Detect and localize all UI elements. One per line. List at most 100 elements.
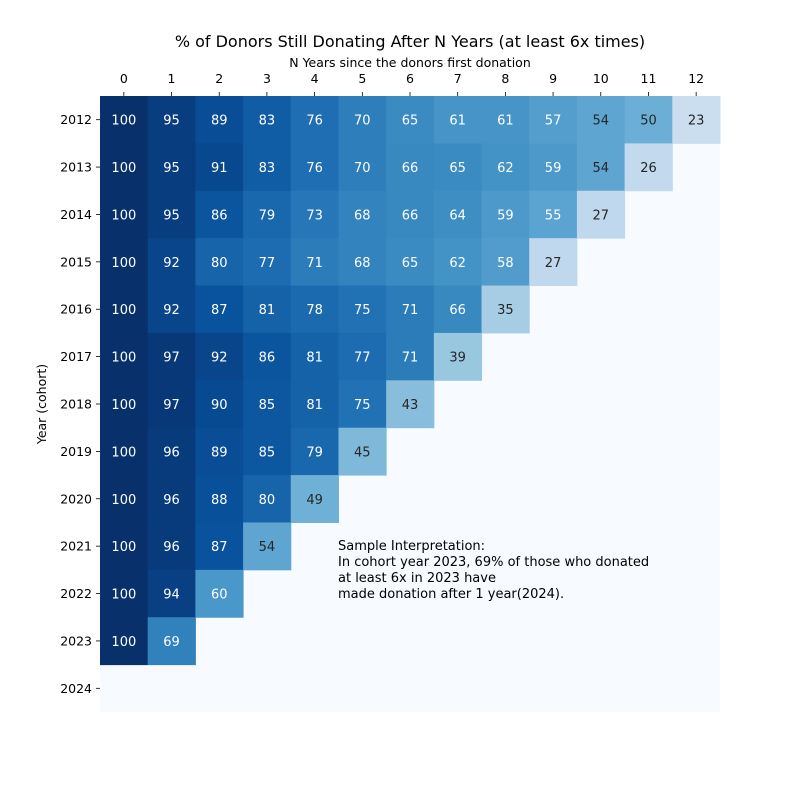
heatmap-cell xyxy=(290,285,339,334)
heatmap-cell xyxy=(100,522,149,571)
heatmap-cell xyxy=(147,380,196,429)
interpretation-line: Sample Interpretation: xyxy=(338,539,485,554)
heatmap-cell xyxy=(290,238,339,287)
heatmap-cell xyxy=(576,143,626,192)
heatmap-cell xyxy=(100,569,149,618)
heatmap-cell xyxy=(100,475,149,523)
cell-value-label: 27 xyxy=(545,256,562,271)
heatmap-cell xyxy=(195,190,244,239)
heatmap-cell xyxy=(195,285,244,334)
cell-value-label: 70 xyxy=(354,114,371,129)
x-tick-label: 0 xyxy=(120,71,128,86)
cell-value-label: 79 xyxy=(259,208,276,223)
x-tick-label: 5 xyxy=(358,71,366,86)
x-tick-label: 11 xyxy=(641,71,657,86)
cell-value-label: 92 xyxy=(163,303,180,318)
y-axis-ticks: 2012 2013 2014 2015 2016 2017 2018 2019 2020 2021… xyxy=(60,112,100,696)
heatmap-cell xyxy=(195,238,244,287)
cell-value-label: 78 xyxy=(306,303,323,318)
heatmap-cell xyxy=(147,522,196,571)
heatmap-cell xyxy=(481,96,530,144)
heatmap-cell xyxy=(529,143,578,192)
cell-value-label: 100 xyxy=(111,398,136,413)
heatmap-cell xyxy=(147,569,196,618)
y-tick-label: 2017 xyxy=(60,349,92,364)
heatmap-cell xyxy=(386,238,435,287)
cell-value-label: 96 xyxy=(163,445,180,460)
cell-value-label: 100 xyxy=(111,635,136,650)
heatmap-cell xyxy=(147,190,196,239)
heatmap-cell xyxy=(481,143,530,192)
heatmap-cell xyxy=(100,285,149,334)
cell-value-label: 97 xyxy=(163,351,180,366)
heatmap-cell xyxy=(481,238,530,287)
heatmap-cell xyxy=(433,143,483,192)
heatmap-cell xyxy=(624,96,673,144)
heatmap-cell xyxy=(147,475,196,523)
heatmap-cell xyxy=(386,143,435,192)
heatmap-cell xyxy=(338,190,387,239)
heatmap-cell xyxy=(195,569,244,618)
heatmap-cell xyxy=(386,190,435,239)
heatmap-cell xyxy=(147,427,196,476)
heatmap-cell xyxy=(338,332,387,381)
interpretation-line: at least 6x in 2023 have xyxy=(338,571,496,586)
heatmap-cell xyxy=(433,332,483,381)
heatmap-cell xyxy=(100,427,149,476)
cell-value-label: 60 xyxy=(211,588,228,603)
heatmap-cell xyxy=(147,285,196,334)
cell-value-label: 91 xyxy=(211,161,228,176)
heatmap-cell xyxy=(290,190,339,239)
y-tick-label: 2015 xyxy=(60,254,92,269)
cell-value-label: 73 xyxy=(306,208,323,223)
heatmap-cell xyxy=(386,380,435,429)
heatmap-cell xyxy=(195,96,244,144)
cell-value-label: 100 xyxy=(111,303,136,318)
heatmap-cell xyxy=(624,143,673,192)
cell-value-label: 65 xyxy=(402,256,419,271)
cell-value-label: 66 xyxy=(402,161,419,176)
cell-value-label: 100 xyxy=(111,114,136,129)
x-tick-label: 4 xyxy=(311,71,319,86)
x-axis-ticks: 0 1 2 3 4 5 6 7 8 9 10 11 12 xyxy=(120,71,704,96)
x-tick-label: 9 xyxy=(549,71,557,86)
cell-value-label: 45 xyxy=(354,445,371,460)
heatmap-cell xyxy=(195,475,244,523)
cell-value-label: 83 xyxy=(259,114,276,129)
heatmap-cell xyxy=(195,380,244,429)
cell-value-label: 54 xyxy=(592,161,609,176)
chart-title: % of Donors Still Donating After N Years… xyxy=(175,32,645,51)
cell-value-label: 83 xyxy=(259,161,276,176)
cell-value-label: 85 xyxy=(259,398,276,413)
heatmap-cell xyxy=(147,238,196,287)
y-tick-label: 2021 xyxy=(60,539,92,554)
x-tick-label: 8 xyxy=(501,71,509,86)
y-axis-label: Year (cohort) xyxy=(34,364,49,445)
y-tick-label: 2024 xyxy=(60,681,92,696)
heatmap-cell xyxy=(338,96,387,144)
heatmap-cell xyxy=(576,190,626,239)
heatmap-cell xyxy=(338,143,387,192)
cell-value-label: 55 xyxy=(545,208,562,223)
x-tick-label: 3 xyxy=(263,71,271,86)
cell-value-label: 81 xyxy=(306,398,323,413)
heatmap-cell xyxy=(338,427,387,476)
cell-value-label: 97 xyxy=(163,398,180,413)
heatmap-cell xyxy=(243,427,292,476)
cell-value-label: 70 xyxy=(354,161,371,176)
cell-value-label: 77 xyxy=(354,351,371,366)
x-tick-label: 12 xyxy=(688,71,704,86)
heatmap-cell xyxy=(243,380,292,429)
cell-value-label: 87 xyxy=(211,303,228,318)
x-tick-label: 1 xyxy=(168,71,176,86)
heatmap-cell xyxy=(672,96,721,144)
interpretation-note: Sample Interpretation: In cohort year 20… xyxy=(338,539,653,602)
heatmap-cell xyxy=(529,238,578,287)
heatmap-cell xyxy=(243,143,292,192)
heatmap-cell xyxy=(481,285,530,334)
x-tick-label: 2 xyxy=(215,71,223,86)
y-tick-label: 2023 xyxy=(60,633,92,648)
interpretation-line: In cohort year 2023, 69% of those who do… xyxy=(338,555,649,570)
cell-value-label: 71 xyxy=(402,303,419,318)
cell-value-label: 100 xyxy=(111,161,136,176)
